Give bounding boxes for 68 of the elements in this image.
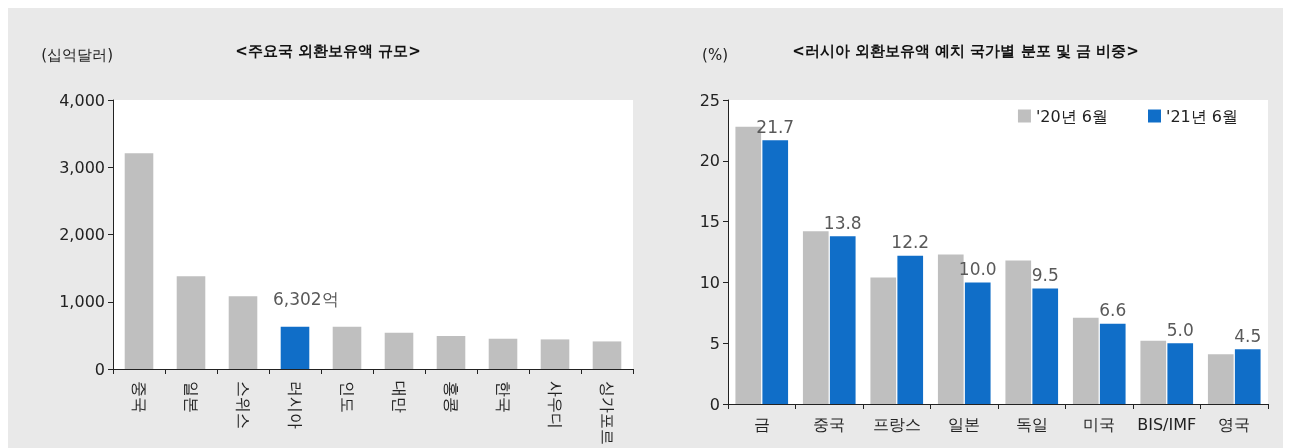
x-tick-label: 독일	[1015, 414, 1048, 434]
x-tick-label: 홍콩	[441, 381, 461, 413]
x-tick-label: 미국	[1083, 414, 1116, 434]
x-tick-label: 중국	[813, 414, 846, 434]
y-tick-label: 5	[709, 333, 720, 353]
legend-label: '20년 6월	[1035, 106, 1108, 126]
x-tick-label: 싱가포르	[597, 381, 617, 445]
x-tick-label: 대만	[389, 381, 409, 413]
data-label: 6.6	[1099, 300, 1127, 321]
x-tick-label: 한국	[493, 381, 513, 413]
x-tick-label: 사우디	[545, 381, 565, 429]
bar	[228, 296, 258, 369]
x-tick-label: 일본	[181, 381, 201, 413]
data-label: 5.0	[1166, 319, 1194, 340]
chart-title: <주요국 외환보유액 규모>	[235, 41, 421, 60]
bar	[176, 276, 206, 369]
x-tick-label: 일본	[948, 414, 981, 434]
bar	[436, 336, 466, 369]
y-tick-label: 3,000	[59, 157, 105, 177]
bar	[870, 277, 897, 404]
data-label: 21.7	[756, 116, 795, 137]
y-tick-label: 25	[699, 90, 720, 110]
data-label: 4.5	[1234, 325, 1262, 346]
x-tick-label: 스위스	[233, 381, 253, 429]
bar	[124, 153, 154, 369]
bar	[592, 341, 622, 369]
y-tick-label: 0	[709, 394, 720, 414]
bar	[897, 255, 924, 404]
chart-title: <러시아 외환보유액 예치 국가별 분포 및 금 비중>	[792, 41, 1139, 60]
x-tick-label: 금	[753, 414, 770, 434]
bar	[1099, 323, 1126, 404]
x-tick-label: 러시아	[285, 381, 305, 429]
y-axis-title: (십억달러)	[41, 45, 113, 64]
bar	[1032, 288, 1059, 404]
y-tick-label: 20	[699, 151, 720, 171]
y-axis-title: (%)	[702, 45, 728, 64]
x-tick-label: 프랑스	[872, 414, 921, 434]
bar	[802, 231, 829, 404]
bar	[1207, 354, 1234, 404]
bar	[384, 332, 414, 369]
bar	[964, 282, 991, 404]
bar	[332, 326, 362, 369]
bar	[488, 338, 518, 369]
bar	[280, 326, 310, 369]
y-tick-label: 1,000	[59, 292, 105, 312]
legend-label: '21년 6월	[1165, 106, 1239, 126]
data-label: 13.8	[823, 212, 862, 233]
y-tick-label: 2,000	[59, 225, 105, 244]
bar	[1140, 340, 1167, 404]
data-label: 9.5	[1031, 264, 1059, 285]
y-tick-label: 15	[699, 212, 720, 232]
annotation: 6,302억	[273, 289, 339, 310]
bar	[1234, 349, 1261, 404]
bar	[762, 140, 789, 404]
data-label: 12.2	[891, 232, 930, 253]
bar	[1167, 343, 1194, 404]
bar	[540, 339, 570, 369]
x-tick-label: BIS/IMF	[1137, 414, 1197, 434]
y-tick-label: 0	[94, 359, 105, 379]
bar	[1072, 317, 1099, 404]
x-tick-label: 영국	[1218, 414, 1251, 434]
y-tick-label: 4,000	[59, 90, 105, 110]
bar	[829, 236, 856, 404]
x-tick-label: 인도	[337, 381, 357, 413]
bar	[1005, 260, 1032, 404]
data-label: 10.0	[958, 258, 997, 279]
y-tick-label: 10	[699, 272, 720, 292]
x-tick-label: 중국	[129, 381, 149, 413]
